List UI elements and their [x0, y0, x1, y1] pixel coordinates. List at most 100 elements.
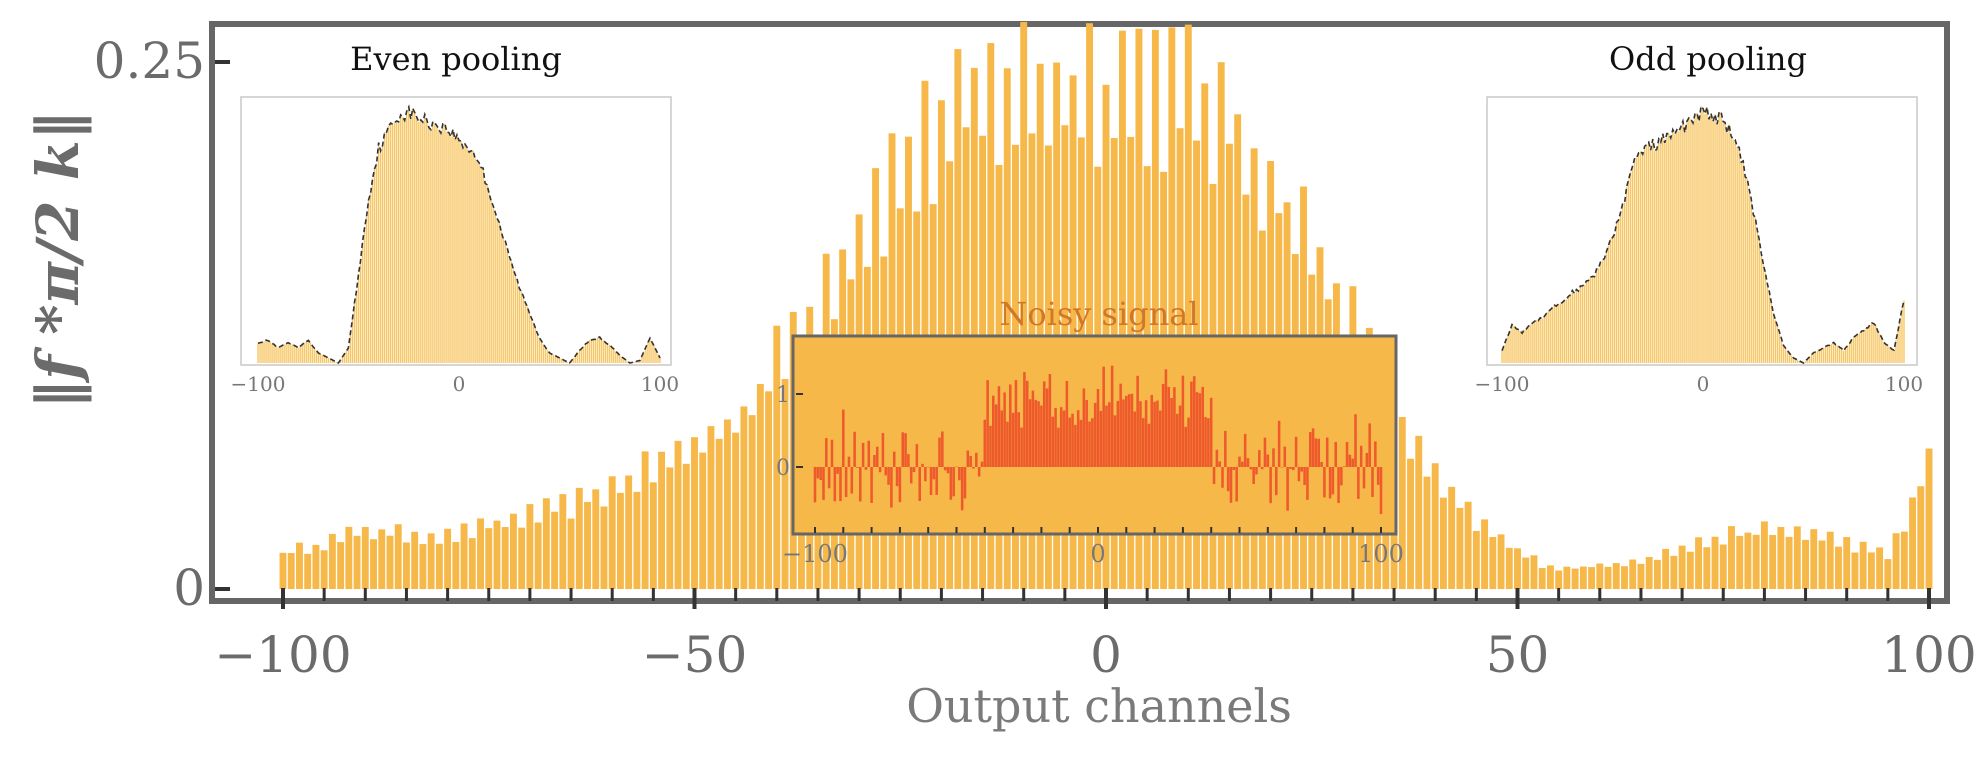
- pool-bar: [540, 340, 543, 363]
- main-bar: [1588, 567, 1596, 589]
- noisy-bar: [1079, 419, 1083, 467]
- even-pooling-title: Even pooling: [350, 40, 562, 78]
- noisy-bar: [1122, 399, 1125, 467]
- main-bar: [279, 552, 287, 589]
- noisy-bar: [864, 467, 868, 470]
- main-bar: [460, 523, 468, 589]
- noisy-bar: [1192, 376, 1196, 467]
- pool-bar: [273, 344, 275, 363]
- noisy-bar: [952, 467, 955, 497]
- pool-bar: [1621, 203, 1624, 363]
- pool-bar: [1865, 327, 1867, 363]
- noisy-bar: [1314, 438, 1318, 467]
- pool-bar: [1836, 345, 1839, 363]
- noisy-bar: [1368, 423, 1371, 467]
- main-bar: [452, 541, 460, 589]
- main-bar: [1802, 539, 1810, 589]
- noisy-bar: [1125, 395, 1128, 467]
- pool-bar: [1595, 269, 1598, 363]
- main-bar: [419, 544, 427, 589]
- pool-bar: [1726, 132, 1728, 363]
- pool-bar: [1611, 237, 1614, 363]
- pool-bar: [1569, 294, 1572, 363]
- pool-bar: [375, 163, 378, 363]
- noisy-x-tick-label: 100: [1358, 540, 1404, 568]
- pool-bar: [1660, 142, 1662, 363]
- pool-bar: [490, 201, 492, 363]
- noisy-bar: [955, 466, 958, 468]
- pool-bar: [516, 279, 518, 363]
- noisy-bar: [1062, 410, 1066, 467]
- pool-bar: [625, 359, 627, 363]
- pool-bar: [627, 361, 629, 363]
- pool-bar: [1698, 121, 1700, 363]
- pool-bar: [305, 341, 307, 363]
- pool-bar: [1808, 356, 1811, 363]
- main-bar: [493, 520, 501, 589]
- pool-bar: [393, 122, 396, 364]
- pool-bar: [601, 339, 603, 363]
- pool-bar: [291, 344, 293, 363]
- noisy-bar: [1289, 467, 1292, 469]
- noisy-bar: [1258, 450, 1261, 467]
- pool-bar: [397, 121, 400, 363]
- pool-bar: [1555, 306, 1557, 363]
- pool-bar: [355, 290, 358, 363]
- pool-bar: [395, 120, 398, 364]
- pool-bar: [1804, 361, 1807, 363]
- pool-bar: [1814, 351, 1817, 363]
- noisy-bar: [989, 425, 992, 467]
- pool-bar: [1746, 178, 1748, 363]
- pool-bar: [1631, 165, 1634, 363]
- pool-bar: [1899, 318, 1901, 363]
- pool-bar: [458, 140, 460, 363]
- noisy-bar: [1337, 467, 1340, 504]
- pool-bar: [1577, 291, 1580, 363]
- pool-bar: [259, 342, 261, 363]
- pool-bar: [472, 150, 474, 363]
- noisy-bar: [1283, 446, 1287, 467]
- pool-bar: [1702, 108, 1704, 364]
- noisy-bar: [1000, 410, 1004, 467]
- pool-bar: [1700, 106, 1702, 364]
- pool-bar: [353, 302, 356, 363]
- pool-bar: [651, 342, 653, 363]
- pool-bar: [639, 360, 641, 363]
- pool-bar: [313, 348, 315, 363]
- main-bar: [287, 553, 295, 589]
- pool-bar: [1873, 323, 1875, 363]
- noisy-bar: [1232, 467, 1236, 470]
- pool-bar: [357, 274, 360, 363]
- pool-bar: [1901, 308, 1903, 363]
- main-bar: [1785, 536, 1793, 589]
- main-bar: [633, 491, 641, 589]
- main-bar: [1579, 566, 1587, 589]
- pool-bar: [1597, 268, 1600, 363]
- noisy-bar: [850, 467, 854, 494]
- pool-bar: [1658, 139, 1660, 363]
- main-bar: [551, 511, 559, 589]
- pool-bar: [452, 129, 454, 363]
- pool-bar: [1644, 146, 1646, 363]
- pool-envelope-line: [257, 104, 661, 365]
- noisy-bar: [1133, 411, 1137, 467]
- main-bar: [575, 487, 583, 589]
- pool-bar: [1838, 347, 1841, 363]
- pool-bar: [621, 356, 623, 363]
- pool-bar: [389, 123, 392, 364]
- pool-bar: [1641, 154, 1644, 363]
- noisy-bar: [844, 467, 848, 498]
- pool-bar: [572, 358, 575, 363]
- main-bar: [1036, 63, 1044, 589]
- pool-bar: [1519, 330, 1521, 363]
- noisy-bar: [1331, 467, 1335, 495]
- noisy-bar: [875, 446, 879, 467]
- pool-bar: [1511, 324, 1513, 363]
- noisy-bar: [1300, 467, 1304, 472]
- noisy-bar: [1190, 381, 1193, 467]
- noisy-bar: [1204, 417, 1207, 467]
- noisy-bar: [1379, 467, 1383, 515]
- pool-bar: [1806, 358, 1809, 363]
- pool-bar: [532, 322, 535, 363]
- noisy-y-tick-label: 0: [776, 456, 790, 481]
